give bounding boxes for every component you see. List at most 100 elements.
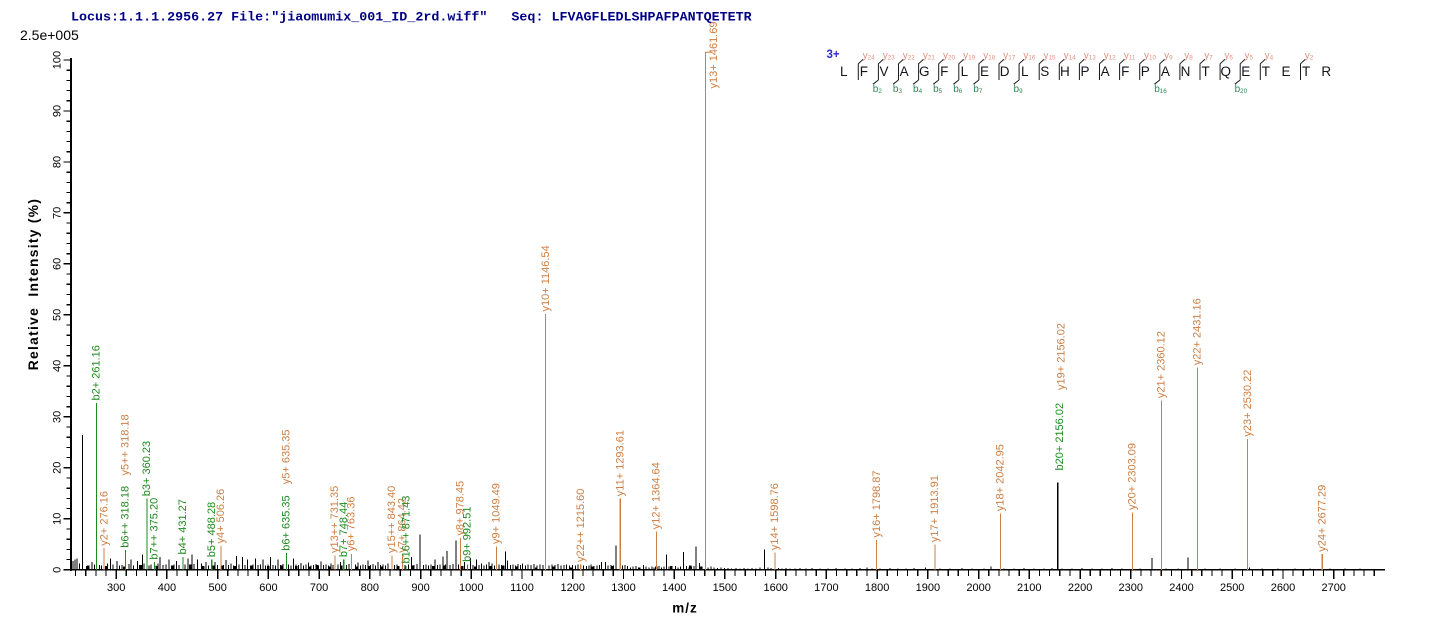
svg-text:y2+ 276.16: y2+ 276.16: [98, 491, 110, 546]
svg-text:50: 50: [52, 309, 64, 321]
svg-text:y18: y18: [983, 50, 996, 61]
svg-text:b3+ 360.23: b3+ 360.23: [141, 441, 153, 496]
svg-text:D: D: [1000, 64, 1010, 79]
svg-text:700: 700: [310, 582, 328, 594]
svg-text:y22++ 1215.60: y22++ 1215.60: [575, 489, 587, 562]
svg-text:80: 80: [52, 156, 64, 168]
svg-text:3+: 3+: [827, 49, 840, 61]
svg-text:800: 800: [361, 582, 379, 594]
svg-text:G: G: [919, 64, 930, 79]
svg-text:Relative Intensity (%): Relative Intensity (%): [26, 198, 41, 371]
svg-text:L: L: [961, 64, 969, 79]
svg-text:b4: b4: [913, 84, 923, 95]
svg-text:y13: y13: [1084, 50, 1097, 61]
svg-text:2000: 2000: [966, 582, 990, 594]
svg-text:y11: y11: [1124, 50, 1136, 61]
svg-text:b20+ 2156.02: b20+ 2156.02: [1054, 403, 1066, 471]
svg-text:y23: y23: [883, 50, 896, 61]
svg-text:y9: y9: [1164, 50, 1173, 61]
svg-text:y2: y2: [1305, 50, 1314, 61]
svg-text:A: A: [900, 64, 909, 79]
svg-text:F: F: [860, 64, 868, 79]
svg-text:E: E: [1241, 64, 1250, 79]
svg-text:y5++ 318.18: y5++ 318.18: [120, 414, 132, 475]
svg-text:F: F: [940, 64, 948, 79]
svg-text:Q: Q: [1220, 64, 1231, 79]
svg-text:1500: 1500: [713, 582, 737, 594]
svg-text:y8: y8: [1184, 50, 1193, 61]
svg-text:1100: 1100: [510, 582, 534, 594]
svg-text:y19+ 2156.02: y19+ 2156.02: [1056, 323, 1068, 390]
svg-text:2.5e+005: 2.5e+005: [20, 27, 79, 43]
svg-text:10: 10: [52, 513, 64, 525]
svg-text:y5: y5: [1245, 50, 1254, 61]
svg-text:1300: 1300: [611, 582, 635, 594]
svg-text:y9+ 1049.49: y9+ 1049.49: [491, 483, 503, 544]
svg-text:b7+ 748.44: b7+ 748.44: [338, 502, 350, 557]
svg-text:b9+ 992.51: b9+ 992.51: [462, 507, 474, 562]
svg-text:y22+ 2431.16: y22+ 2431.16: [1192, 298, 1204, 365]
svg-text:b9: b9: [1014, 84, 1024, 95]
svg-text:y15++ 843.40: y15++ 843.40: [386, 486, 398, 553]
svg-text:N: N: [1181, 64, 1191, 79]
svg-text:E: E: [980, 64, 989, 79]
svg-text:300: 300: [107, 582, 125, 594]
svg-text:y17+ 1913.91: y17+ 1913.91: [929, 475, 941, 542]
svg-text:0: 0: [52, 567, 64, 573]
svg-text:90: 90: [52, 105, 64, 117]
svg-text:T: T: [1262, 64, 1270, 79]
svg-text:400: 400: [158, 582, 176, 594]
svg-text:y19: y19: [963, 50, 976, 61]
svg-text:b2: b2: [873, 84, 883, 95]
svg-text:y8+ 978.45: y8+ 978.45: [455, 481, 467, 536]
svg-text:1400: 1400: [662, 582, 686, 594]
svg-text:600: 600: [259, 582, 277, 594]
svg-text:20: 20: [52, 462, 64, 474]
svg-text:2600: 2600: [1271, 582, 1295, 594]
svg-text:A: A: [1161, 64, 1170, 79]
svg-text:R: R: [1321, 64, 1331, 79]
svg-text:100: 100: [52, 51, 64, 69]
svg-text:2300: 2300: [1119, 582, 1143, 594]
svg-text:y10: y10: [1144, 50, 1157, 61]
svg-text:b7: b7: [973, 84, 983, 95]
svg-text:y12+ 1364.64: y12+ 1364.64: [651, 462, 663, 529]
svg-text:T: T: [1302, 64, 1310, 79]
svg-text:y5+ 635.35: y5+ 635.35: [281, 429, 293, 484]
svg-text:y17: y17: [1003, 50, 1016, 61]
svg-text:y23+ 2530.22: y23+ 2530.22: [1242, 370, 1254, 437]
svg-text:P: P: [1080, 64, 1089, 79]
svg-text:y16: y16: [1023, 50, 1036, 61]
svg-text:500: 500: [209, 582, 227, 594]
svg-text:y15: y15: [1044, 50, 1057, 61]
svg-text:y22: y22: [903, 50, 916, 61]
svg-text:y24+ 2677.29: y24+ 2677.29: [1316, 485, 1328, 552]
svg-text:P: P: [1141, 64, 1150, 79]
svg-text:y14+ 1598.76: y14+ 1598.76: [769, 483, 781, 550]
svg-text:y7: y7: [1204, 50, 1213, 61]
svg-text:A: A: [1101, 64, 1110, 79]
svg-text:b20: b20: [1235, 84, 1248, 95]
svg-text:y4: y4: [1265, 50, 1274, 61]
svg-text:y21+ 2360.12: y21+ 2360.12: [1156, 331, 1168, 398]
svg-text:2500: 2500: [1220, 582, 1244, 594]
svg-text:L: L: [840, 64, 848, 79]
svg-text:b5+ 488.28: b5+ 488.28: [206, 502, 218, 557]
svg-text:b16: b16: [1154, 84, 1167, 95]
svg-text:b5: b5: [933, 84, 943, 95]
svg-text:40: 40: [52, 360, 64, 372]
svg-text:F: F: [1121, 64, 1129, 79]
svg-text:y6+ 763.36: y6+ 763.36: [346, 497, 358, 552]
svg-text:y14: y14: [1064, 50, 1077, 61]
svg-text:b16++ 871.43: b16++ 871.43: [400, 496, 412, 564]
svg-text:y21: y21: [923, 50, 936, 61]
svg-text:1700: 1700: [814, 582, 838, 594]
svg-text:1900: 1900: [916, 582, 940, 594]
svg-text:b2+ 261.16: b2+ 261.16: [91, 345, 103, 400]
svg-text:V: V: [879, 64, 888, 79]
svg-text:2700: 2700: [1321, 582, 1345, 594]
svg-text:b6+ 635.35: b6+ 635.35: [281, 495, 293, 550]
svg-text:b6++ 318.18: b6++ 318.18: [120, 486, 132, 548]
svg-text:y20+ 2303.09: y20+ 2303.09: [1127, 443, 1139, 510]
svg-text:b3: b3: [893, 84, 903, 95]
